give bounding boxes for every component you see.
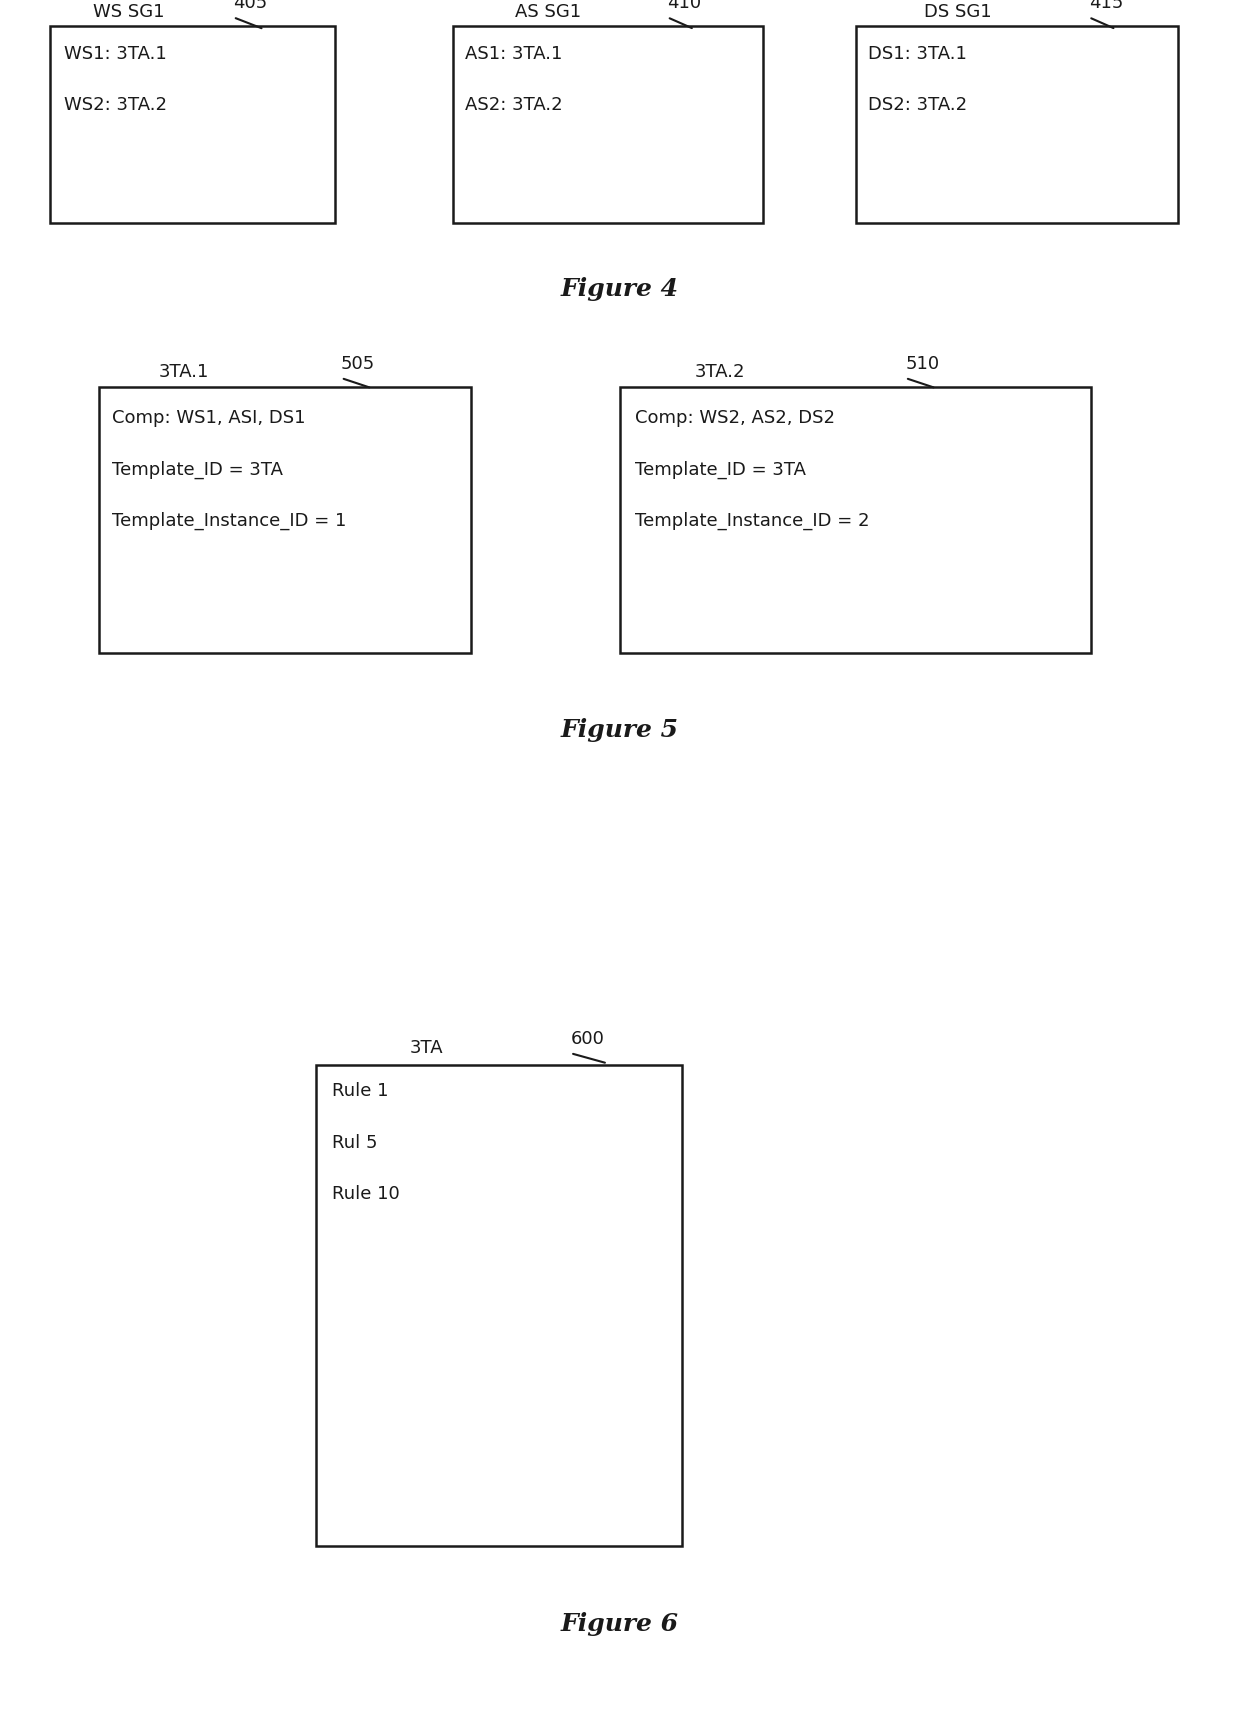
Text: AS1: 3TA.1: AS1: 3TA.1: [465, 45, 563, 62]
Text: DS SG1: DS SG1: [924, 3, 992, 21]
Text: Template_Instance_ID = 2: Template_Instance_ID = 2: [635, 512, 869, 531]
Text: Rule 10: Rule 10: [332, 1185, 401, 1203]
Text: WS2: 3TA.2: WS2: 3TA.2: [64, 96, 167, 113]
Text: Template_ID = 3TA: Template_ID = 3TA: [635, 460, 806, 479]
Bar: [620, 387, 1091, 653]
Bar: [316, 1065, 682, 1546]
Text: Rul 5: Rul 5: [332, 1134, 378, 1151]
Text: WS1: 3TA.1: WS1: 3TA.1: [64, 45, 167, 62]
Text: Comp: WS2, AS2, DS2: Comp: WS2, AS2, DS2: [635, 409, 835, 426]
Text: 3TA.2: 3TA.2: [694, 364, 745, 381]
Text: 410: 410: [667, 0, 702, 12]
Text: 600: 600: [570, 1031, 604, 1048]
Text: DS2: 3TA.2: DS2: 3TA.2: [868, 96, 967, 113]
Text: Rule 1: Rule 1: [332, 1082, 389, 1100]
Bar: [99, 387, 471, 653]
Bar: [856, 26, 1178, 223]
Text: AS SG1: AS SG1: [515, 3, 580, 21]
Text: Template_ID = 3TA: Template_ID = 3TA: [112, 460, 283, 479]
Text: 405: 405: [233, 0, 268, 12]
Text: Figure 4: Figure 4: [560, 277, 680, 301]
Bar: [50, 26, 335, 223]
Text: Comp: WS1, ASI, DS1: Comp: WS1, ASI, DS1: [112, 409, 305, 426]
Text: Template_Instance_ID = 1: Template_Instance_ID = 1: [112, 512, 346, 531]
Bar: [453, 26, 763, 223]
Text: 3TA.1: 3TA.1: [159, 364, 210, 381]
Text: AS2: 3TA.2: AS2: 3TA.2: [465, 96, 563, 113]
Text: 510: 510: [905, 356, 940, 373]
Text: 415: 415: [1089, 0, 1123, 12]
Text: WS SG1: WS SG1: [93, 3, 165, 21]
Text: Figure 5: Figure 5: [560, 718, 680, 742]
Text: 505: 505: [341, 356, 376, 373]
Text: Figure 6: Figure 6: [560, 1611, 680, 1636]
Text: 3TA: 3TA: [409, 1039, 443, 1057]
Text: DS1: 3TA.1: DS1: 3TA.1: [868, 45, 967, 62]
